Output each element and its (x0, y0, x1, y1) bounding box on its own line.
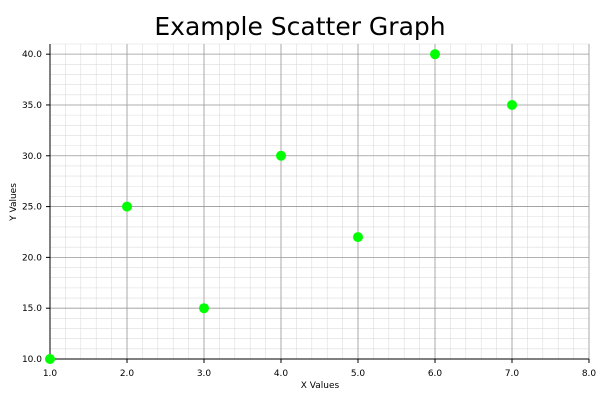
x-tick-label: 2.0 (120, 369, 135, 379)
chart-title: Example Scatter Graph (154, 12, 445, 41)
y-tick-label: 20.0 (22, 253, 42, 263)
major-grid (49, 44, 590, 360)
tick-labels: 1.0 2.0 3.0 4.0 5.0 6.0 7.0 8.0 10.0 15.0 20.0 25.0… (22, 50, 596, 379)
y-axis-label: Y Values (9, 183, 19, 222)
y-tick-label: 25.0 (22, 203, 42, 213)
axes (46, 44, 590, 363)
x-tick-label: 3.0 (197, 369, 212, 379)
scatter-point (353, 232, 363, 243)
x-tick-label: 8.0 (582, 369, 597, 379)
x-axis-label: X Values (301, 381, 340, 391)
scatter-point (430, 49, 440, 60)
minor-grid (49, 43, 590, 360)
y-tick-label: 35.0 (22, 101, 42, 111)
scatter-point (507, 99, 517, 110)
x-tick-label: 6.0 (428, 369, 443, 379)
scatter-point (276, 150, 286, 161)
y-tick-label: 15.0 (22, 304, 42, 314)
x-tick-label: 4.0 (274, 369, 289, 379)
x-tick-label: 1.0 (43, 369, 58, 379)
y-tick-label: 30.0 (22, 152, 42, 162)
y-tick-label: 40.0 (22, 50, 42, 60)
scatter-point (199, 303, 209, 314)
x-tick-label: 5.0 (351, 369, 366, 379)
y-tick-label: 10.0 (22, 355, 42, 365)
data-points (45, 49, 517, 364)
x-tick-label: 7.0 (505, 369, 520, 379)
scatter-point (45, 354, 55, 364)
scatter-point (122, 201, 132, 212)
